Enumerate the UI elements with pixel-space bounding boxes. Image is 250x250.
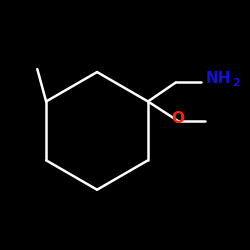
Text: 2: 2 xyxy=(232,78,239,88)
Text: NH: NH xyxy=(206,71,231,86)
Text: O: O xyxy=(171,111,184,126)
